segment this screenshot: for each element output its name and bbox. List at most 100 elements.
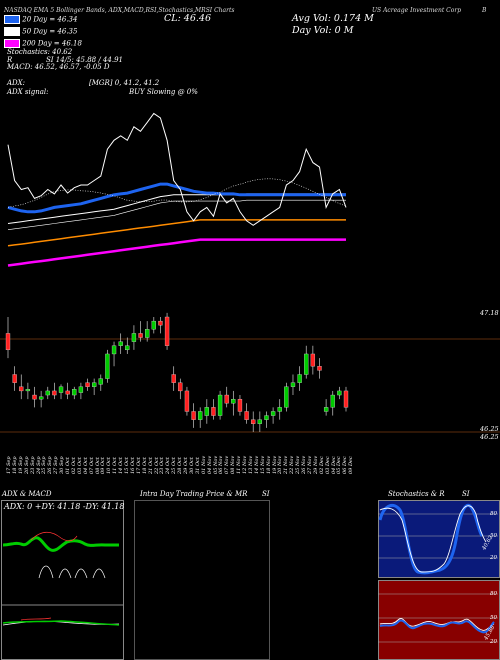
ema50-band-line — [7, 199, 346, 230]
stoch-panel-si: SI — [462, 490, 470, 498]
rsi-chart — [378, 593, 498, 643]
candle-body — [343, 390, 349, 408]
candle-body — [337, 390, 342, 396]
date-axis: 17 Sep 18 Sep 19 Sep 20 Sep 23 Sep 24 Sep 25 S… — [0, 440, 500, 490]
stoch-k-line — [378, 503, 484, 575]
candle-body — [178, 382, 183, 392]
rsi-tick-50: 50 — [490, 615, 497, 621]
price-label-top: 47.18 — [480, 309, 499, 317]
candle-body — [323, 407, 329, 412]
date-label: 23 Sep — [29, 456, 36, 474]
ema20-dotted-line — [7, 178, 347, 208]
rsi-tick-80: 80 — [490, 591, 497, 597]
date-label: 04 Nov — [206, 455, 213, 474]
candle-body — [32, 394, 37, 400]
candle-body — [125, 345, 130, 351]
ema50-swatch — [4, 27, 20, 36]
date-label: 29 Nov — [312, 455, 319, 474]
r-label: R — [7, 56, 13, 64]
adx-panel-values: ADX: 0 +DY: 41.18 -DY: 41.18 — [4, 502, 125, 511]
candle-body — [224, 394, 229, 404]
adx-signal-value: BUY Slowing @ 0% — [129, 88, 198, 96]
stoch-tick-50: 50 — [490, 533, 497, 539]
date-label: 18 Nov — [265, 455, 272, 474]
adx-signal-label: ADX signal: — [7, 88, 49, 96]
ema50-line — [7, 193, 346, 224]
candle-body — [290, 382, 296, 387]
candle-body — [317, 366, 322, 371]
candle-body — [244, 411, 249, 420]
date-label: 30 Oct — [188, 457, 195, 474]
intra-panel-title: Intra Day Trading Price & MR — [140, 490, 248, 498]
candle-body — [191, 411, 196, 420]
adx-green-line — [2, 536, 119, 552]
candle-body — [145, 329, 150, 338]
date-label: 15 Nov — [259, 455, 266, 474]
candle-body — [45, 390, 50, 396]
rsi-blue-line — [379, 619, 495, 634]
candle-body — [257, 419, 262, 424]
candle-body — [304, 353, 309, 375]
stoch-d-line — [379, 505, 487, 573]
day-volume: Day Vol: 0 M — [292, 25, 354, 36]
candle-body — [204, 407, 209, 416]
date-label: 07 Oct — [88, 457, 95, 474]
date-label: 31 Oct — [194, 457, 201, 474]
candle-body — [310, 353, 316, 367]
candle-body — [330, 394, 335, 408]
close-price-line — [7, 112, 347, 226]
close-price: CL: 46.46 — [164, 13, 211, 24]
price-label-bottom-2: 46.25 — [480, 433, 499, 441]
candle-body — [184, 390, 190, 412]
intraday-panel — [134, 500, 270, 660]
candle-body — [264, 415, 269, 420]
date-label: 18 Sep — [11, 456, 18, 474]
candle-body — [131, 333, 137, 342]
adx-values: [MGR] 0, 41.2, 41.2 — [89, 79, 160, 87]
legend-ema50: 50 Day = 46.35 — [4, 27, 77, 37]
candle-body — [105, 353, 110, 379]
candle-body — [270, 411, 276, 416]
candle-body — [277, 407, 282, 412]
date-label: 18 Oct — [141, 457, 148, 474]
macd-signal-line — [2, 620, 120, 626]
candle-body — [25, 389, 31, 392]
date-label: 03 Dec — [324, 456, 331, 474]
intra-panel-si: SI — [262, 490, 270, 498]
candle-body — [284, 386, 289, 408]
header-codes: NASDAQ EMA 5 Bollinger Bands, ADX,MACD,R… — [4, 7, 235, 14]
date-label: 17 Oct — [135, 457, 142, 474]
date-label: 04 Oct — [82, 457, 89, 474]
candle-body — [164, 316, 170, 346]
candle-body — [251, 419, 256, 424]
candle-body — [38, 396, 44, 400]
candle-body — [98, 378, 103, 385]
candle-body — [138, 333, 143, 338]
adx-panel-title: ADX & MACD — [2, 490, 52, 498]
date-label: 14 Nov — [253, 455, 260, 474]
date-label: 20 Sep — [23, 456, 30, 474]
ema200-swatch — [4, 39, 20, 48]
candle-body — [78, 386, 84, 393]
candle-body — [19, 386, 24, 392]
stoch-tick-80: 80 — [490, 511, 497, 517]
date-label: 13 Nov — [247, 455, 254, 474]
stoch-tick-20: 20 — [490, 555, 497, 561]
date-label: 19 Sep — [17, 456, 24, 474]
candle-body — [85, 382, 90, 387]
ema200-line — [7, 238, 346, 267]
adx-red-line — [30, 531, 78, 542]
candle-body — [198, 411, 203, 420]
adx-panel-chart — [1, 531, 123, 626]
stochastics-chart — [378, 503, 498, 575]
candle-body — [297, 374, 302, 383]
candle-body — [118, 341, 123, 346]
date-label: 21 Oct — [147, 457, 154, 474]
candle-body — [72, 389, 77, 396]
macd-histogram — [38, 565, 106, 579]
date-label: 16 Oct — [129, 457, 136, 474]
candle-body — [5, 333, 11, 351]
date-label: 03 Oct — [76, 457, 83, 474]
date-label: 27 Nov — [306, 455, 313, 474]
date-label: 09 Dec — [348, 456, 355, 474]
